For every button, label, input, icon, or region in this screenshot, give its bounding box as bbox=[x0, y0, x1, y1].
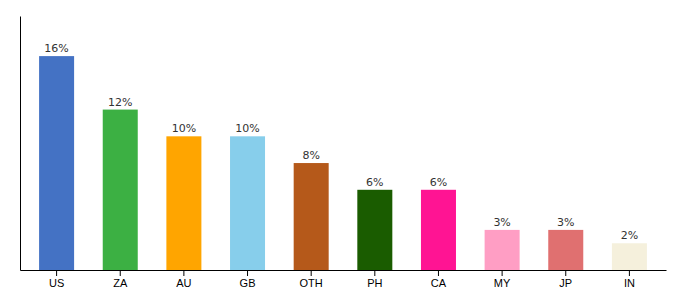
x-tick-mark bbox=[247, 270, 248, 276]
x-tick-label: OTH bbox=[300, 277, 323, 289]
x-tick-mark bbox=[374, 270, 375, 276]
x-tick-mark bbox=[502, 270, 503, 276]
data-label: 16% bbox=[44, 42, 68, 55]
x-tick-mark bbox=[183, 270, 184, 276]
data-label: 3% bbox=[557, 216, 574, 229]
x-axis-line bbox=[21, 270, 667, 271]
x-tick: OTH bbox=[300, 270, 323, 289]
data-label: 8% bbox=[302, 149, 319, 162]
x-tick-label: CA bbox=[431, 277, 447, 289]
x-tick: ZA bbox=[113, 270, 128, 289]
x-tick-label: AU bbox=[176, 277, 191, 289]
x-tick-mark bbox=[629, 270, 630, 276]
y-axis bbox=[20, 17, 21, 271]
x-tick-label: MY bbox=[494, 277, 511, 289]
x-tick: MY bbox=[494, 270, 511, 289]
bar bbox=[230, 136, 265, 270]
x-tick-label: US bbox=[49, 277, 64, 289]
bars bbox=[39, 56, 647, 270]
data-label: 12% bbox=[108, 96, 132, 109]
x-tick: AU bbox=[176, 270, 191, 289]
bar bbox=[612, 243, 647, 270]
x-tick-mark bbox=[56, 270, 57, 276]
data-label: 3% bbox=[493, 216, 510, 229]
x-tick-mark bbox=[438, 270, 439, 276]
x-tick: GB bbox=[240, 270, 256, 289]
bar bbox=[294, 163, 329, 270]
data-labels: 16% 12% 10% 10% 8% 6% 6% 3% 3% 2% bbox=[44, 42, 638, 242]
bar bbox=[548, 230, 583, 270]
x-tick-label: ZA bbox=[113, 277, 128, 289]
data-label: 6% bbox=[366, 176, 383, 189]
y-axis-line bbox=[20, 17, 21, 271]
data-label: 6% bbox=[430, 176, 447, 189]
bar bbox=[421, 190, 456, 270]
x-tick-mark bbox=[565, 270, 566, 276]
data-label: 2% bbox=[621, 229, 638, 242]
x-tick-mark bbox=[120, 270, 121, 276]
x-tick: CA bbox=[431, 270, 447, 289]
x-tick: PH bbox=[367, 270, 382, 289]
bar bbox=[39, 56, 74, 270]
x-axis: US ZA AU GB OTH PH CA MY JP IN bbox=[21, 270, 667, 289]
x-tick-label: IN bbox=[624, 277, 635, 289]
x-tick-label: PH bbox=[367, 277, 382, 289]
bar bbox=[485, 230, 520, 270]
bar bbox=[166, 136, 201, 270]
x-tick-label: GB bbox=[240, 277, 256, 289]
chart: 16% 12% 10% 10% 8% 6% 6% 3% 3% 2% US ZA AU GB OTH PH CA M… bbox=[0, 0, 680, 300]
data-label: 10% bbox=[235, 122, 259, 135]
bar bbox=[357, 190, 392, 270]
bar bbox=[103, 110, 138, 270]
x-tick: JP bbox=[559, 270, 572, 289]
x-tick-mark bbox=[311, 270, 312, 276]
x-tick-label: JP bbox=[559, 277, 572, 289]
plot: 16% 12% 10% 10% 8% 6% 6% 3% 3% 2% US ZA AU GB OTH PH CA M… bbox=[21, 17, 667, 289]
data-label: 10% bbox=[172, 122, 196, 135]
x-tick: IN bbox=[624, 270, 635, 289]
x-tick: US bbox=[49, 270, 64, 289]
